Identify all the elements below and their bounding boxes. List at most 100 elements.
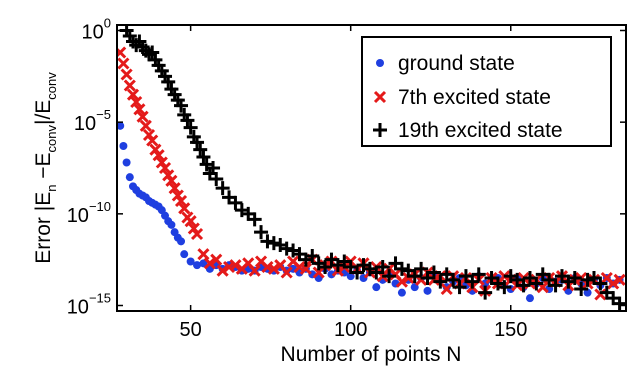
ground-state-point <box>167 220 176 229</box>
legend-ground-label: ground state <box>398 52 515 75</box>
excited19-point <box>180 113 195 128</box>
excited19-point <box>375 260 390 274</box>
y-tick-label: 10−15 <box>67 291 111 319</box>
legend-ground-dot <box>376 59 384 67</box>
legend-excited19-label: 19th excited state <box>398 119 563 142</box>
excited7-point <box>174 194 188 208</box>
ground-state-point <box>397 288 406 297</box>
ground-state-point <box>186 257 195 266</box>
excited7-point <box>203 257 216 270</box>
y-tick-label: 100 <box>82 16 111 44</box>
x-axis-label: Number of points N <box>281 343 462 366</box>
excited19-point <box>174 98 189 113</box>
excited19-point <box>279 241 294 256</box>
ground-state-point <box>180 250 189 259</box>
excited19-point <box>580 272 595 287</box>
excited19-point <box>394 261 409 276</box>
ground-state-point <box>525 294 534 303</box>
excited19-point <box>548 278 563 293</box>
ground-state-point <box>122 158 131 167</box>
excited7-point <box>126 88 140 101</box>
excited19-point <box>567 271 582 285</box>
legend-excited19-plus <box>373 123 387 137</box>
excited19-point <box>228 195 243 210</box>
excited19-point <box>593 276 608 291</box>
excited19-point <box>529 276 544 291</box>
legend: ground state 7th excited state 19th exci… <box>361 36 612 147</box>
excited19-point <box>426 265 441 280</box>
legend-excited19-marker <box>373 123 387 137</box>
excited7-point <box>146 134 159 147</box>
excited19-point <box>452 280 467 295</box>
excited19-point <box>209 172 224 186</box>
excited19-point <box>433 274 448 289</box>
excited7-point <box>229 259 242 272</box>
excited19-point <box>196 150 211 164</box>
excited19-point <box>465 274 480 289</box>
legend-excited7-x <box>373 90 387 104</box>
excited7-point <box>117 57 130 70</box>
x-tick-label: 150 <box>494 319 527 341</box>
excited7-point <box>117 46 127 59</box>
excited19-point <box>183 120 198 135</box>
excited7-point <box>133 103 146 116</box>
excited19-point <box>497 280 512 295</box>
legend-excited7-label: 7th excited state <box>398 86 551 109</box>
excited7-point <box>267 262 280 275</box>
excited19-point <box>516 278 531 293</box>
series-3 <box>119 25 626 311</box>
ground-state-point <box>199 259 208 268</box>
excited7-point <box>130 95 143 109</box>
excited19-point <box>247 212 262 227</box>
excited19-point <box>612 296 626 311</box>
excited7-point <box>190 227 204 241</box>
excited7-point <box>299 262 312 275</box>
excited19-point <box>266 236 281 251</box>
excited7-point <box>184 215 197 228</box>
excited7-point <box>440 282 453 296</box>
excited19-point <box>446 272 461 287</box>
y-tick-label: 10−10 <box>67 199 111 227</box>
excited7-point <box>248 264 261 277</box>
plot-frame <box>116 24 627 312</box>
excited19-point <box>471 267 486 282</box>
legend-ground-marker <box>376 59 384 67</box>
ground-state-point <box>177 237 186 246</box>
ground-state-point <box>423 286 432 295</box>
excited19-point <box>215 181 230 196</box>
excited19-point <box>407 269 422 284</box>
excited7-point <box>168 182 181 195</box>
excited19-point <box>206 161 221 175</box>
excited7-point <box>152 149 165 162</box>
ground-state-point <box>125 173 134 182</box>
excited19-point <box>350 265 365 280</box>
excited19-point <box>190 135 205 150</box>
excited7-point <box>197 248 210 261</box>
excited19-point <box>161 74 176 89</box>
excited7-point <box>594 288 607 301</box>
excited19-point <box>382 269 397 284</box>
excited7-point <box>280 266 293 279</box>
excited7-point <box>178 202 191 215</box>
ground-state-point <box>193 261 202 270</box>
excited19-point <box>254 225 269 240</box>
excited7-point <box>139 119 152 132</box>
excited7-point <box>136 110 149 123</box>
excited7-point <box>165 174 178 187</box>
excited19-point <box>193 142 208 157</box>
excited7-point <box>395 275 408 288</box>
x-tick-label: 100 <box>334 319 367 341</box>
excited7-point <box>613 273 626 286</box>
ground-state-point <box>327 270 336 279</box>
excited7-point <box>120 68 133 81</box>
excited7-point <box>607 277 620 290</box>
excited7-point <box>210 253 223 266</box>
ground-state-point <box>119 142 128 150</box>
excited19-point <box>574 282 589 296</box>
legend-excited7-marker <box>373 90 387 104</box>
excited19-point <box>145 45 160 60</box>
excited7-point <box>123 79 136 92</box>
excited19-point <box>260 234 275 249</box>
excited19-point <box>414 261 429 276</box>
